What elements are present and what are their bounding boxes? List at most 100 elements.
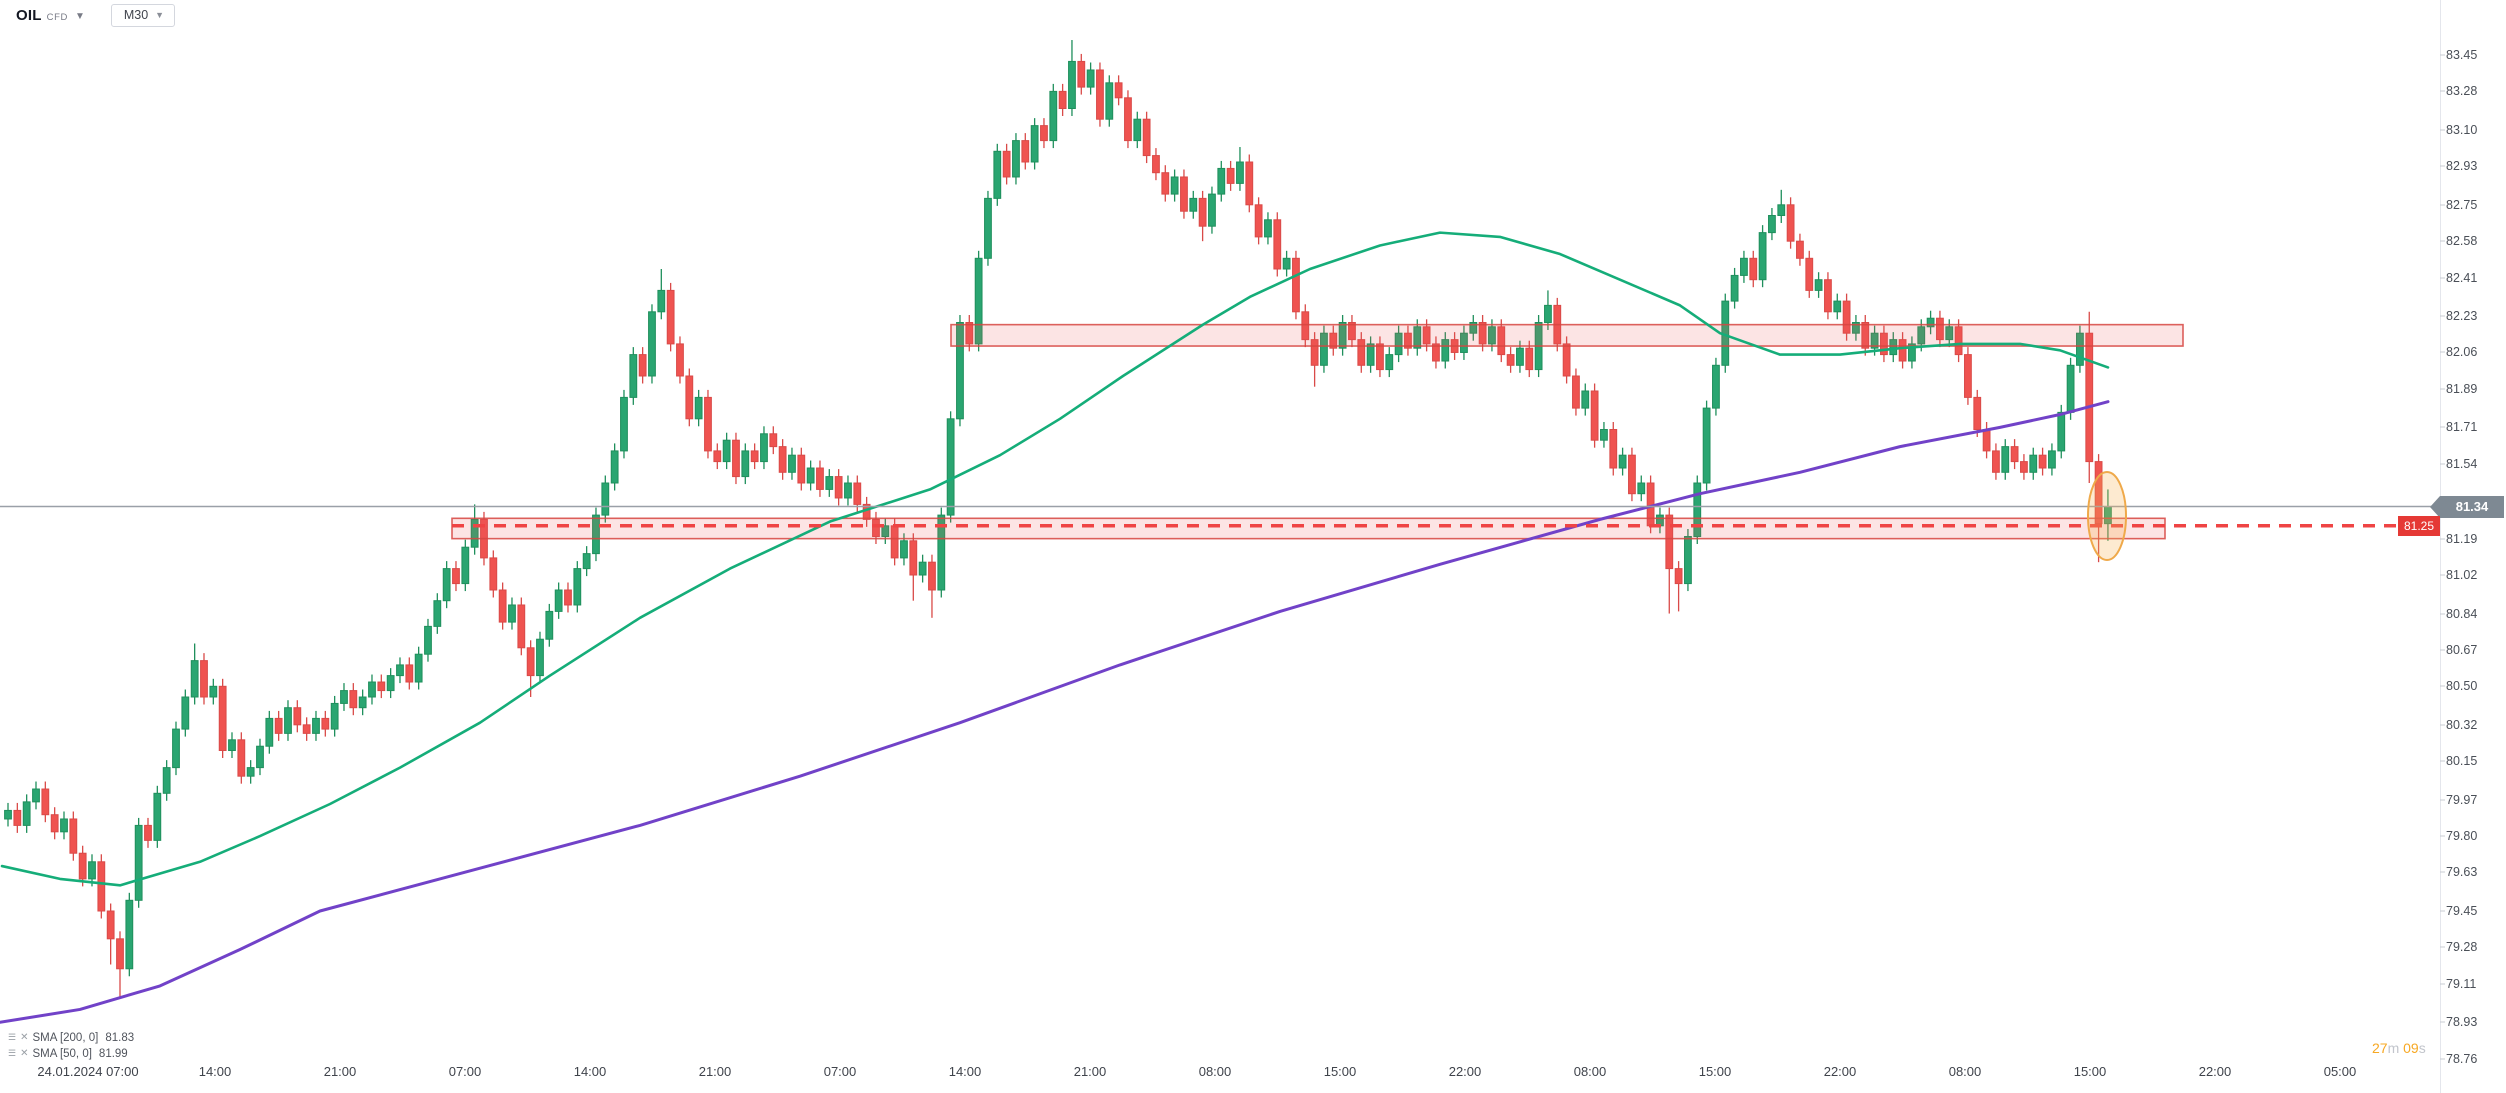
price-tick-mark [2440, 1058, 2445, 1060]
price-tick-label: 79.45 [2446, 904, 2478, 918]
price-tick-label: 83.45 [2446, 48, 2478, 62]
toolbar: OIL CFD ▼ M30 ▼ [16, 4, 176, 27]
price-tick-mark [2440, 277, 2445, 279]
price-tick-label: 81.02 [2446, 568, 2478, 583]
time-tick-label: 08:00 [1948, 1064, 1982, 1079]
price-tick-label: 79.80 [2446, 829, 2478, 844]
countdown-seconds: 09 [2403, 1040, 2419, 1056]
price-tick-label: 83.10 [2446, 122, 2478, 137]
time-tick-label: 14:00 [948, 1064, 982, 1079]
price-tick-mark [2440, 54, 2445, 56]
candle-countdown: 27m 09s [2372, 1040, 2426, 1056]
price-tick-mark [2440, 946, 2445, 948]
price-tick-label: 81.54 [2446, 456, 2478, 471]
price-tick-mark [2440, 426, 2445, 428]
close-icon[interactable]: ✕ [20, 1031, 29, 1043]
time-tick-label: 21:00 [1073, 1064, 1107, 1079]
countdown-minutes: 27 [2372, 1040, 2388, 1056]
alert-price-label[interactable]: 81.25 [2398, 515, 2440, 536]
price-tick-label: 83.28 [2446, 84, 2478, 99]
price-tick-mark [2440, 613, 2445, 615]
price-axis-border [2440, 0, 2441, 1093]
symbol-type-label: CFD [46, 12, 68, 23]
price-tick-mark [2440, 240, 2445, 242]
price-tick-label: 81.89 [2446, 381, 2478, 396]
price-tick-mark [2440, 760, 2445, 762]
sma200-line[interactable] [0, 400, 2110, 1024]
price-tick-label: 82.41 [2446, 270, 2478, 285]
price-tick-mark [2440, 463, 2445, 465]
indicator-legend: ☰ ✕ SMA [200, 0] 81.83 ☰ ✕ SMA [50, 0] 8… [8, 1030, 134, 1062]
sma50-line[interactable] [0, 231, 2110, 887]
price-tick-label: 81.71 [2446, 420, 2478, 435]
time-tick-label: 22:00 [2198, 1064, 2232, 1079]
indicator-value: 81.83 [105, 1031, 135, 1044]
lines-layer [0, 231, 2440, 1024]
time-tick-label: 15:00 [1698, 1064, 1732, 1079]
alert-price-value: 81.25 [2403, 518, 2435, 533]
time-tick-label: 07:00 [448, 1064, 482, 1079]
symbol-selector[interactable]: OIL CFD ▼ [16, 7, 85, 24]
price-tick-label: 78.93 [2446, 1015, 2478, 1030]
time-tick-label: 07:00 [823, 1064, 857, 1079]
settings-icon[interactable]: ☰ [8, 1048, 17, 1058]
time-tick-label: 08:00 [1573, 1064, 1607, 1079]
price-tick-mark [2440, 685, 2445, 687]
time-tick-label: 15:00 [2073, 1064, 2107, 1079]
settings-icon[interactable]: ☰ [8, 1032, 17, 1042]
time-axis[interactable]: 24.01.2024 07:00 14:00 21:00 07:00 14:00 21:0… [0, 1060, 2440, 1093]
legend-row-sma200: ☰ ✕ SMA [200, 0] 81.83 [8, 1030, 134, 1045]
time-tick-label: 14:00 [573, 1064, 607, 1079]
price-tick-label: 78.76 [2446, 1051, 2478, 1066]
highlight-ellipse[interactable] [2087, 471, 2127, 561]
time-tick-label: 21:00 [698, 1064, 732, 1079]
price-tick-mark [2440, 724, 2445, 726]
zones-layer [451, 323, 2184, 540]
price-tick-label: 82.06 [2446, 345, 2478, 360]
price-tick-label: 80.50 [2446, 679, 2478, 694]
time-tick-label: 22:00 [1448, 1064, 1482, 1079]
price-axis[interactable]: 83.45 83.28 83.10 82.93 82.75 82.58 82.41 82.23… [2440, 0, 2506, 1093]
price-tick-label: 82.58 [2446, 234, 2478, 249]
price-tick-mark [2440, 1021, 2445, 1023]
current-price-label: 81.34 [2430, 495, 2504, 518]
price-tick-label: 79.63 [2446, 865, 2478, 880]
price-tick-mark [2440, 351, 2445, 353]
price-tick-label: 80.84 [2446, 606, 2478, 621]
time-tick-label: 14:00 [198, 1064, 232, 1079]
countdown-minutes-unit: m [2387, 1040, 2404, 1056]
time-tick-label: 22:00 [1823, 1064, 1857, 1079]
resistance-zone[interactable] [950, 323, 2184, 347]
price-tick-label: 82.93 [2446, 159, 2478, 174]
chevron-down-icon: ▼ [74, 11, 85, 22]
price-tick-mark [2440, 871, 2445, 873]
price-tick-mark [2440, 204, 2445, 206]
price-tick-label: 79.97 [2446, 792, 2478, 807]
price-tick-mark [2440, 388, 2445, 390]
price-tick-mark [2440, 910, 2445, 912]
price-tick-label: 79.28 [2446, 940, 2478, 955]
close-icon[interactable]: ✕ [20, 1047, 29, 1059]
price-tick-label: 82.23 [2446, 309, 2478, 324]
time-tick-label: 05:00 [2323, 1064, 2357, 1079]
current-price-value: 81.34 [2455, 499, 2489, 515]
price-tick-mark [2440, 649, 2445, 651]
symbol-name: OIL [16, 7, 42, 24]
price-tick-mark [2440, 90, 2445, 92]
price-tick-mark [2440, 538, 2445, 540]
timeframe-value: M30 [123, 8, 149, 22]
price-tick-mark [2440, 799, 2445, 801]
support-zone[interactable] [451, 517, 2166, 540]
price-tick-label: 80.67 [2446, 642, 2478, 657]
price-tick-mark [2440, 835, 2445, 837]
price-tick-label: 82.75 [2446, 197, 2478, 212]
time-tick-label: 15:00 [1323, 1064, 1357, 1079]
price-tick-mark [2440, 983, 2445, 985]
indicator-label: SMA [200, 0] [32, 1031, 99, 1044]
legend-row-sma50: ☰ ✕ SMA [50, 0] 81.99 [8, 1046, 134, 1061]
price-tick-label: 80.15 [2446, 754, 2478, 769]
time-tick-label: 08:00 [1198, 1064, 1232, 1079]
time-tick-label: 21:00 [323, 1064, 357, 1079]
timeframe-dropdown[interactable]: M30 ▼ [110, 4, 176, 27]
